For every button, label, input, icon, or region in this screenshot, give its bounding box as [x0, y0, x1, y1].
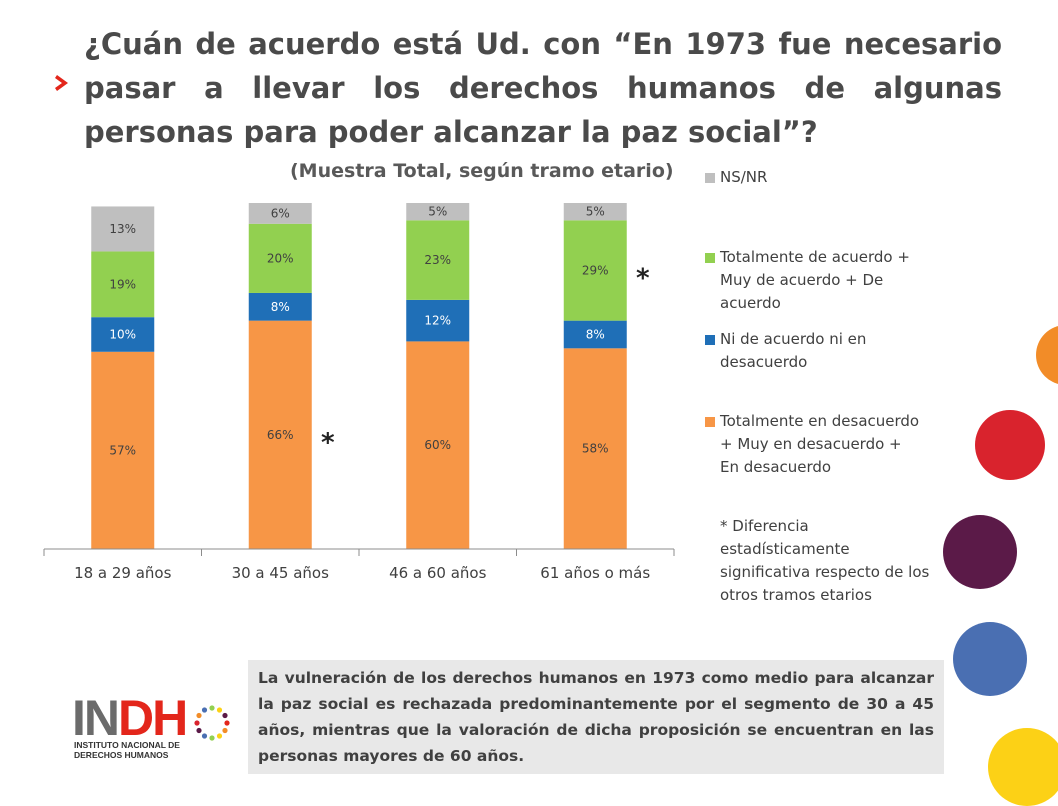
bar-neutral-30-a-45-anos — [248, 292, 312, 321]
logo-dot — [196, 727, 202, 734]
data-label-agree-46-a-60-anos: 23% — [424, 253, 451, 267]
legend-swatch-neutral — [705, 335, 715, 345]
bar-disagree-61-anos-o-mas — [563, 348, 627, 549]
logo-dot — [209, 735, 215, 741]
decorative-circle-orange — [1036, 325, 1058, 385]
logo-dot — [224, 720, 230, 726]
significance-note: * Diferencia estadísticamente significat… — [720, 517, 930, 604]
decorative-circle-yellow — [988, 728, 1058, 806]
logo-wordmark: INDH — [72, 690, 188, 746]
indh-logo: INDH INSTITUTO NACIONAL DE DERECHOS HUMAN… — [72, 693, 232, 763]
logo-dots-icon — [194, 705, 230, 741]
data-label-disagree-30-a-45-anos: 66% — [267, 428, 294, 442]
chart-subtitle: (Muestra Total, según tramo etario) — [290, 160, 674, 182]
data-label-disagree-46-a-60-anos: 60% — [424, 438, 451, 452]
data-label-neutral-61-anos-o-mas: 8% — [586, 327, 605, 341]
x-tick-label-46-a-60-anos: 46 a 60 años — [389, 564, 487, 582]
logo-dot — [209, 705, 215, 711]
chevron-right-icon — [55, 75, 68, 91]
bar-nsnr-61-anos-o-mas — [563, 203, 627, 221]
bar-agree-61-anos-o-mas — [563, 220, 627, 321]
bar-nsnr-18-a-29-anos — [91, 206, 155, 252]
legend-label-nsnr: NS/NR — [720, 168, 768, 186]
x-tick-label-18-a-29-anos: 18 a 29 años — [74, 564, 172, 582]
logo-dot — [216, 733, 223, 739]
logo-dot — [201, 733, 208, 739]
bar-disagree-46-a-60-anos — [406, 341, 470, 549]
data-label-nsnr-61-anos-o-mas: 5% — [586, 205, 605, 219]
bar-nsnr-30-a-45-anos — [248, 203, 312, 224]
data-label-neutral-30-a-45-anos: 8% — [271, 300, 290, 314]
logo-subtitle: INSTITUTO NACIONAL DE DERECHOS HUMANOS — [74, 740, 180, 760]
data-label-agree-61-anos-o-mas: 29% — [582, 263, 609, 277]
logo-dot — [222, 712, 228, 719]
logo-dot — [216, 707, 223, 713]
data-label-nsnr-46-a-60-anos: 5% — [428, 205, 447, 219]
bar-disagree-30-a-45-anos — [248, 320, 312, 549]
bar-neutral-46-a-60-anos — [406, 299, 470, 342]
legend-label-agree: Totalmente de acuerdo + Muy de acuerdo +… — [720, 248, 910, 312]
decorative-circle-blue — [953, 622, 1027, 696]
bar-disagree-18-a-29-anos — [91, 351, 155, 549]
legend-label-neutral: Ni de acuerdo ni en desacuerdo — [720, 330, 867, 371]
stacked-bar-chart: 57% 10% 19% 13% 18 a 29 años 66% * 8% 20% 6% 30 a … — [43, 203, 675, 582]
bar-neutral-18-a-29-anos — [91, 317, 155, 352]
decorative-circle-red — [975, 410, 1045, 480]
data-label-agree-18-a-29-anos: 19% — [109, 277, 136, 291]
data-label-agree-30-a-45-anos: 20% — [267, 251, 294, 265]
legend-swatch-agree — [705, 253, 715, 263]
data-label-nsnr-18-a-29-anos: 13% — [109, 222, 136, 236]
data-label-disagree-18-a-29-anos: 57% — [109, 443, 136, 457]
logo-dot — [196, 712, 202, 719]
decorative-circle-purple — [943, 515, 1017, 589]
bar-agree-18-a-29-anos — [91, 251, 155, 318]
bar-agree-46-a-60-anos — [406, 220, 470, 300]
significance-marker-61-anos-o-mas: * — [636, 263, 650, 293]
legend-label-disagree: Totalmente en desacuerdo + Muy en desacu… — [720, 412, 920, 476]
data-label-nsnr-30-a-45-anos: 6% — [271, 206, 290, 220]
summary-text: La vulneración de los derechos humanos e… — [248, 660, 944, 774]
data-label-neutral-18-a-29-anos: 10% — [109, 327, 136, 341]
legend-swatch-nsnr — [705, 173, 715, 183]
x-tick-label-61-anos-o-mas: 61 años o más — [540, 564, 650, 582]
legend-swatch-disagree — [705, 417, 715, 427]
page-title: ¿Cuán de acuerdo está Ud. con “En 1973 f… — [84, 27, 1002, 149]
bar-neutral-61-anos-o-mas — [563, 320, 627, 349]
bar-nsnr-46-a-60-anos — [406, 203, 470, 221]
logo-dot — [222, 727, 228, 734]
significance-marker-30-a-45-anos: * — [321, 428, 335, 458]
bar-agree-30-a-45-anos — [248, 223, 312, 293]
logo-dot — [201, 707, 208, 713]
logo-dot — [194, 720, 200, 726]
data-label-neutral-46-a-60-anos: 12% — [424, 314, 451, 328]
data-label-disagree-61-anos-o-mas: 58% — [582, 442, 609, 456]
x-tick-label-30-a-45-anos: 30 a 45 años — [232, 564, 330, 582]
